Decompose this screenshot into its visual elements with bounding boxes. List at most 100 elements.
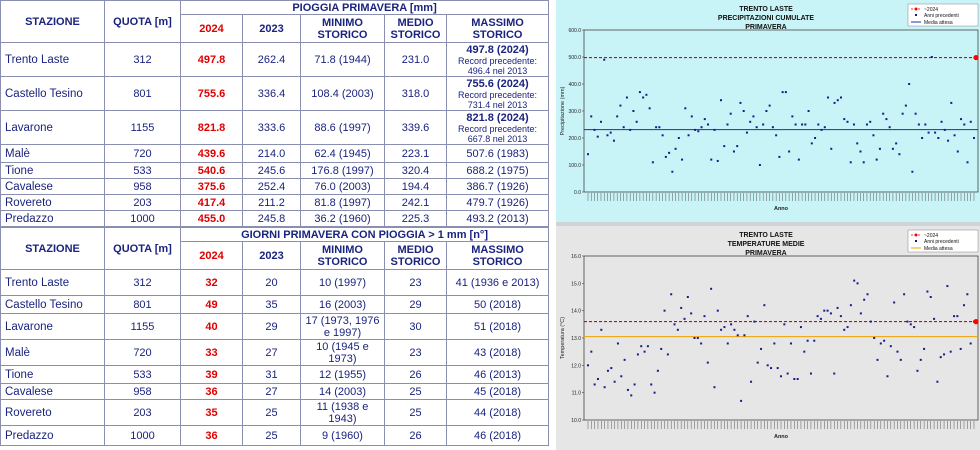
- value-2024-cell: 36: [180, 383, 243, 400]
- data-point: [622, 126, 625, 129]
- quota-cell: 720: [104, 339, 181, 366]
- chart-title-line: TRENTO LASTE: [739, 232, 793, 239]
- header-avg: MEDIO STORICO: [384, 14, 447, 43]
- min-cell: 71.8 (1944): [300, 42, 385, 77]
- data-point: [973, 137, 975, 139]
- header-avg: MEDIO STORICO: [384, 241, 447, 270]
- data-point: [750, 380, 753, 383]
- data-point: [670, 293, 673, 296]
- data-point: [863, 298, 866, 301]
- quota-cell: 1155: [104, 313, 181, 340]
- min-cell: 9 (1960): [300, 425, 385, 446]
- data-point: [909, 323, 912, 326]
- data-point: [927, 131, 930, 134]
- data-point: [872, 134, 875, 137]
- data-point: [681, 158, 684, 161]
- data-point: [636, 353, 639, 356]
- min-cell: 76.0 (2003): [300, 178, 385, 195]
- max-value: 755.6 (2024): [466, 77, 529, 90]
- avg-cell: 231.0: [384, 42, 447, 77]
- data-point: [616, 115, 619, 118]
- data-point: [788, 150, 791, 153]
- y-tick-label: 13.0: [571, 336, 581, 342]
- station-cell: Lavarone: [0, 110, 105, 145]
- value-2023-cell: 25: [242, 425, 301, 446]
- data-point: [623, 358, 626, 361]
- value-2023-cell: 245.6: [242, 162, 301, 179]
- quota-cell: 801: [104, 295, 181, 314]
- max-cell: 821.8 (2024) Record precedente: 667.8 nel…: [445, 110, 550, 145]
- data-point: [610, 367, 613, 370]
- days-group-title: GIORNI PRIMAVERA CON PIOGGIA > 1 mm [n°]: [179, 227, 550, 242]
- legend-marker-previous: [915, 240, 917, 242]
- header-quota: QUOTA [m]: [104, 0, 181, 43]
- table-row: Trento Laste 312 497.8 262.4 71.8 (1944) 231.…: [0, 42, 550, 77]
- y-tick-label: 11.0: [572, 391, 582, 397]
- data-point: [684, 107, 687, 110]
- data-point: [849, 161, 852, 164]
- header-2023: 2023: [242, 241, 301, 270]
- data-point: [956, 315, 959, 318]
- data-point: [963, 304, 966, 307]
- min-cell: 14 (2003): [300, 383, 385, 400]
- data-point: [762, 123, 765, 126]
- data-point: [663, 309, 666, 312]
- table-row: Trento Laste 312 32 20 10 (1997) 23 41 (1936 e…: [0, 269, 550, 296]
- data-point: [960, 118, 963, 121]
- quota-cell: 1000: [104, 210, 181, 227]
- y-tick-label: 500.0: [568, 55, 581, 61]
- data-point: [908, 83, 911, 85]
- data-point-2024: [973, 319, 979, 325]
- header-stazione: STAZIONE: [0, 0, 105, 43]
- data-point: [929, 296, 932, 298]
- y-axis-label: Precipitazione (mm): [560, 86, 566, 135]
- data-point: [836, 306, 839, 309]
- station-cell: Predazzo: [0, 425, 105, 446]
- station-cell: Rovereto: [0, 194, 105, 211]
- quota-cell: 958: [104, 383, 181, 400]
- data-point: [809, 372, 812, 375]
- data-point: [668, 151, 671, 154]
- value-2024-cell: 821.8: [180, 110, 243, 145]
- data-point: [723, 326, 726, 329]
- data-point: [865, 123, 868, 126]
- data-point: [635, 120, 638, 123]
- avg-cell: 26: [384, 365, 447, 384]
- data-point: [869, 120, 872, 123]
- max-value: 507.6 (1983): [466, 147, 529, 160]
- value-2024-cell: 439.6: [180, 144, 243, 163]
- table-row: Cavalese 958 36 27 14 (2003) 25 45 (2018): [0, 383, 550, 400]
- data-point: [710, 158, 713, 161]
- y-tick-label: 16.0: [571, 254, 581, 260]
- data-point: [697, 130, 700, 133]
- data-point: [836, 99, 839, 102]
- legend-label: ~2024: [924, 233, 938, 239]
- data-point: [606, 134, 609, 137]
- data-point: [726, 123, 729, 126]
- data-point: [966, 161, 969, 164]
- table-row: Malè 720 439.6 214.0 62.4 (1945) 223.1 507.6 (…: [0, 144, 550, 163]
- chart-title-line: TRENTO LASTE: [739, 6, 793, 13]
- data-point: [676, 328, 679, 331]
- data-point: [820, 128, 823, 131]
- data-point: [733, 328, 736, 331]
- data-point: [736, 334, 739, 337]
- data-point: [936, 380, 939, 383]
- data-point: [716, 309, 719, 312]
- data-point: [904, 104, 907, 107]
- data-point: [776, 367, 779, 370]
- max-value: 479.7 (1926): [466, 196, 529, 209]
- value-2023-cell: 214.0: [242, 144, 301, 163]
- table-row: Rovereto 203 35 25 11 (1938 e 1943) 25 44 (201…: [0, 399, 550, 426]
- data-point: [587, 153, 589, 156]
- value-2023-cell: 252.4: [242, 178, 301, 195]
- max-cell: 386.7 (1926): [445, 178, 550, 195]
- quota-cell: 958: [104, 178, 181, 195]
- data-point: [703, 315, 706, 318]
- temperature-chart: TRENTO LASTE TEMPERATURE MEDIE PRIMAVERA 10…: [556, 226, 980, 450]
- y-tick-label: 0.0: [574, 190, 581, 196]
- y-tick-label: 400.0: [568, 82, 581, 88]
- data-point: [947, 139, 950, 142]
- data-point: [753, 320, 756, 323]
- avg-cell: 242.1: [384, 194, 447, 211]
